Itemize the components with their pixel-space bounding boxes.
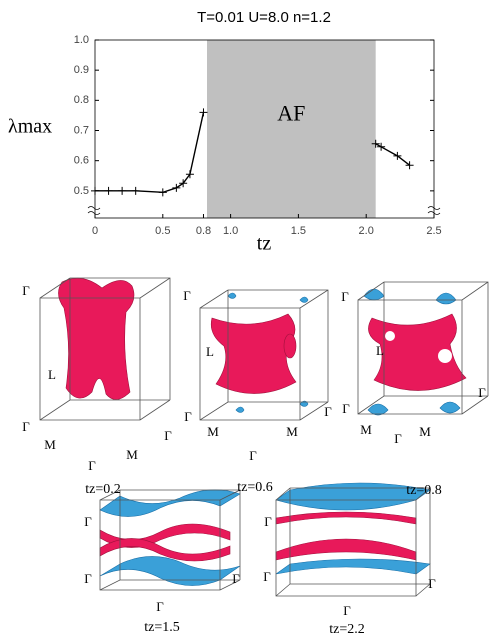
k-point-label: Γ	[428, 576, 436, 591]
k-point-label: Γ	[249, 448, 257, 463]
fermi-surface	[199, 289, 329, 421]
marker	[118, 186, 127, 195]
y-axis-label: λmax	[8, 116, 52, 138]
k-point-label: Γ	[164, 428, 172, 443]
k-point-label: Γ	[263, 569, 271, 584]
k-point-label: Γ	[88, 458, 96, 473]
marker	[393, 151, 402, 160]
marker	[185, 170, 194, 179]
k-point-label: Γ	[341, 289, 349, 304]
x-tick-label: 0.5	[155, 225, 170, 237]
marker	[158, 188, 167, 197]
panel-caption: tz=0.8	[406, 483, 442, 498]
k-point-label: L	[206, 344, 214, 359]
marker	[377, 142, 386, 151]
x-tick-label: 1.0	[223, 225, 238, 237]
k-point-label: Γ	[394, 431, 402, 446]
k-point-label: L	[48, 367, 56, 382]
x-axis-label: tz	[257, 233, 272, 255]
af-region	[207, 40, 376, 218]
k-point-label: Γ	[84, 514, 92, 529]
k-point-label: Γ	[84, 571, 92, 586]
k-point-label: M	[360, 422, 372, 437]
plot-area: AF 1.0 0.9 0.8 0.7 0.6 0.5 0 0.5 0.8 1.0 1.5 2.0 2.5	[74, 34, 442, 237]
k-point-label: Γ	[324, 404, 332, 419]
axis-break	[87, 206, 101, 215]
k-point-label: Γ	[22, 283, 30, 298]
k-point-label: M	[419, 424, 431, 439]
k-point-label: M	[286, 424, 298, 439]
k-point-label: M	[207, 424, 219, 439]
y-tick-label: 1.0	[74, 34, 89, 46]
fermi-surface	[99, 489, 241, 591]
k-point-label: L	[376, 343, 384, 358]
chart-title: T=0.01 U=8.0 n=1.2	[197, 9, 331, 26]
af-label: AF	[277, 100, 305, 125]
axis-break	[427, 206, 441, 215]
k-point-label: Γ	[264, 514, 272, 529]
panel-caption: tz=0.6	[237, 480, 273, 495]
panel-caption: tz=0.2	[85, 482, 121, 497]
marker	[179, 179, 188, 188]
fermi-surface	[357, 281, 489, 416]
k-point-label: M	[44, 437, 56, 452]
x-tick-label: 1.5	[291, 225, 306, 237]
marker	[91, 186, 99, 195]
fermi-surface	[39, 277, 171, 421]
x-tick-label: 0	[92, 225, 98, 237]
marker	[199, 108, 208, 117]
panel-caption: tz=2.2	[329, 622, 365, 637]
marker	[131, 186, 140, 195]
axis-breaks	[87, 206, 441, 215]
y-tick-label: 0.5	[74, 185, 89, 197]
k-point-label: Γ	[232, 571, 240, 586]
k-point-label: Γ	[342, 401, 350, 416]
x-tick-label: 2.0	[359, 225, 374, 237]
x-tick-label: 2.5	[426, 225, 441, 237]
k-point-label: M	[126, 447, 138, 462]
k-point-label: Γ	[183, 288, 191, 303]
marker	[104, 186, 113, 195]
axes-frame	[94, 39, 435, 219]
y-tick-label: 0.6	[74, 155, 89, 167]
panel-caption: tz=1.5	[144, 620, 180, 635]
marker	[371, 139, 380, 148]
y-tick-label: 0.7	[74, 124, 89, 136]
k-point-label: Γ	[343, 603, 351, 618]
k-point-label: Γ	[22, 419, 30, 434]
k-point-label: Γ	[478, 385, 486, 400]
marker	[172, 183, 181, 192]
y-tick-label: 0.9	[74, 64, 89, 76]
k-point-label: Γ	[184, 409, 192, 424]
fermi-surface	[275, 482, 431, 597]
line	[95, 112, 205, 194]
x-tick-label: 0.8	[196, 225, 211, 237]
k-point-label: Γ	[156, 599, 164, 614]
line	[375, 143, 411, 166]
marker	[405, 161, 414, 170]
y-tick-label: 0.8	[74, 94, 89, 106]
